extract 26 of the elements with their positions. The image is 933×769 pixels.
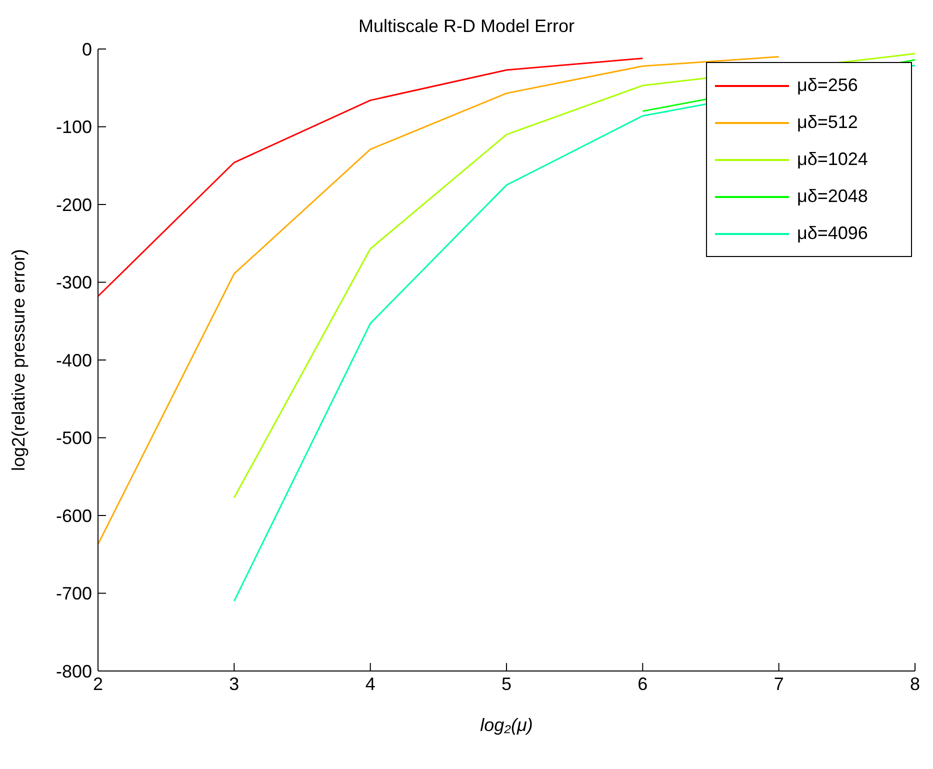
y-tick-label: -400	[56, 350, 92, 370]
legend-label: μδ=1024	[797, 149, 868, 170]
y-tick-label: -200	[56, 194, 92, 215]
legend-label: μδ=256	[797, 75, 858, 96]
x-tick-label: 8	[910, 674, 920, 694]
y-axis-title: log2(relative pressure error)	[8, 248, 28, 472]
y-tick-label: -500	[56, 428, 92, 448]
x-tick-label: 3	[229, 674, 240, 694]
y-tick-label: -700	[56, 584, 92, 604]
x-tick-label: 2	[92, 674, 104, 694]
x-tick-label: 7	[774, 674, 784, 694]
y-tick-label: -800	[56, 661, 92, 682]
y-tick-label: -300	[56, 272, 92, 293]
legend-label: μδ=4096	[797, 223, 868, 244]
x-tick-label: 5	[501, 674, 512, 694]
line-series	[98, 56, 780, 546]
y-tick-label: -100	[56, 117, 92, 138]
y-tick-label: 0	[82, 39, 92, 60]
chart-title: Multiscale R-D Model Error	[357, 16, 576, 37]
x-tick-label: 6	[638, 674, 648, 694]
x-tick-label: 4	[365, 674, 376, 694]
legend-label: μδ=2048	[797, 186, 868, 207]
y-tick-label: -600	[56, 506, 92, 526]
legend-label: μδ=512	[797, 112, 858, 133]
x-axis-title: log₂(μ)	[480, 715, 533, 735]
line-series	[98, 58, 644, 297]
